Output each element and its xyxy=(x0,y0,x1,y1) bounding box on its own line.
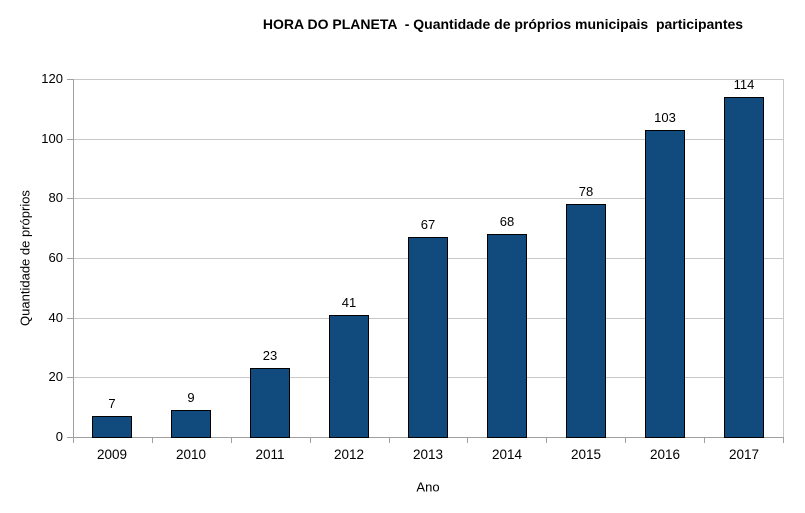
x-axis-tick-label: 2010 xyxy=(175,447,207,462)
y-axis-tick-label: 20 xyxy=(48,369,63,384)
y-axis-line xyxy=(73,79,74,437)
y-axis-tick xyxy=(67,198,73,199)
horizontal-gridline xyxy=(74,139,783,140)
bar-2016 xyxy=(645,130,685,438)
x-axis-tick xyxy=(704,438,705,443)
bar-2013 xyxy=(408,237,448,438)
y-axis-tick xyxy=(67,258,73,259)
x-axis-tick xyxy=(73,438,74,443)
bar-2017 xyxy=(724,97,764,438)
bar-value-label: 41 xyxy=(341,295,357,310)
x-axis-tick xyxy=(389,438,390,443)
y-axis-tick-label: 80 xyxy=(48,190,63,205)
bar-value-label: 114 xyxy=(733,77,755,92)
bar-2014 xyxy=(487,234,527,438)
x-axis-tick-label: 2009 xyxy=(96,447,128,462)
y-axis-tick xyxy=(67,139,73,140)
x-axis-tick-label: 2011 xyxy=(255,447,285,462)
x-axis-tick-label: 2014 xyxy=(491,447,523,462)
y-axis-tick-label: 40 xyxy=(48,310,63,325)
bar-value-label: 23 xyxy=(262,348,278,363)
plot-right-border xyxy=(783,79,784,437)
bar-value-label: 68 xyxy=(499,214,515,229)
x-axis-tick-label: 2017 xyxy=(728,447,760,462)
x-axis-tick xyxy=(546,438,547,443)
bar-value-label: 78 xyxy=(578,184,594,199)
horizontal-gridline xyxy=(74,79,783,80)
y-axis-tick xyxy=(67,437,73,438)
chart-title: HORA DO PLANETA - Quantidade de próprios… xyxy=(262,16,744,32)
y-axis-tick-label: 100 xyxy=(41,131,63,146)
x-axis-tick-label: 2013 xyxy=(412,447,444,462)
x-axis-tick xyxy=(231,438,232,443)
bar-2015 xyxy=(566,204,606,438)
bar-2011 xyxy=(250,368,290,438)
bar-value-label: 67 xyxy=(420,217,436,232)
x-axis-tick xyxy=(625,438,626,443)
y-axis-tick xyxy=(67,377,73,378)
bar-value-label: 103 xyxy=(654,110,676,125)
x-axis-title: Ano xyxy=(416,479,440,495)
x-axis-tick xyxy=(467,438,468,443)
x-axis-tick-label: 2015 xyxy=(570,447,602,462)
x-axis-tick-label: 2016 xyxy=(649,447,681,462)
bar-2009 xyxy=(92,416,132,438)
x-axis-tick xyxy=(152,438,153,443)
y-axis-tick xyxy=(67,79,73,80)
x-axis-tick xyxy=(310,438,311,443)
bar-2010 xyxy=(171,410,211,438)
bar-value-label: 9 xyxy=(187,390,195,405)
horizontal-gridline xyxy=(74,198,783,199)
bar-value-label: 7 xyxy=(108,396,116,411)
y-axis-tick xyxy=(67,318,73,319)
y-axis-tick-label: 0 xyxy=(55,429,63,444)
y-axis-tick-label: 120 xyxy=(41,71,63,86)
x-axis-tick-label: 2012 xyxy=(333,447,365,462)
y-axis-tick-label: 60 xyxy=(48,250,63,265)
bar-2012 xyxy=(329,315,369,438)
x-axis-tick xyxy=(783,438,784,443)
